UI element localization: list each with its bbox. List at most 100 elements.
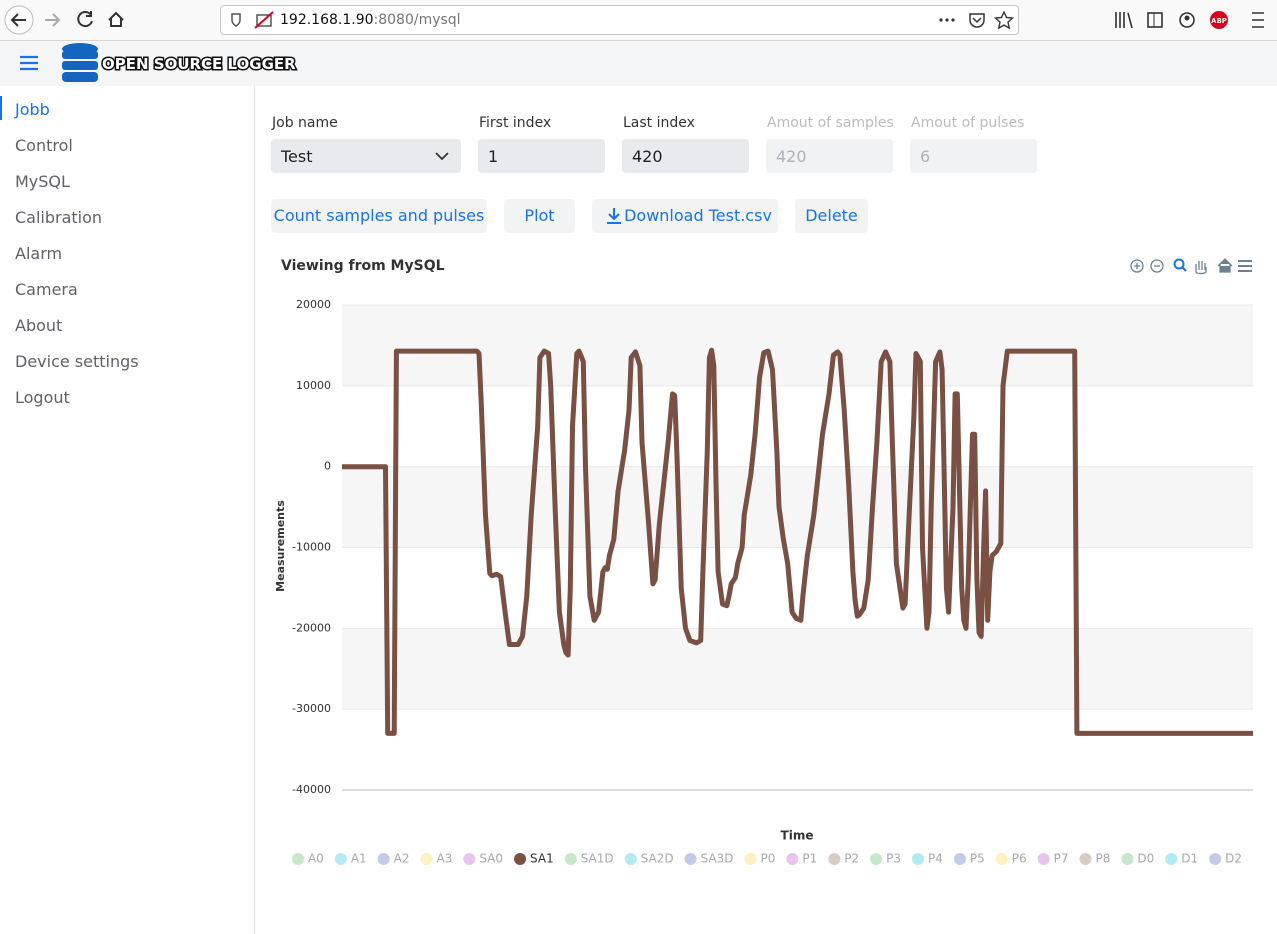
legend-item[interactable]: P3 (870, 852, 901, 866)
legend-item[interactable]: A3 (420, 852, 453, 866)
legend-item[interactable]: P8 (1079, 852, 1111, 866)
nav-item[interactable]: Logout (15, 388, 70, 407)
legend-item[interactable]: P5 (953, 852, 985, 866)
legend-item[interactable]: P0 (744, 852, 776, 866)
input-box: 420 (766, 139, 893, 173)
nav-item[interactable]: Control (15, 136, 73, 155)
forward-button[interactable] (45, 13, 61, 27)
legend-item[interactable]: P7 (1037, 852, 1069, 866)
series-line (342, 347, 1253, 736)
field-label: Last index (623, 115, 695, 131)
reset-zoom[interactable] (1217, 258, 1233, 273)
legend-label: A0 (308, 852, 324, 866)
nav-item[interactable]: Jobb (15, 100, 50, 119)
button[interactable]: Download Test.csv (592, 199, 778, 233)
legend-item[interactable]: D0 (1121, 852, 1154, 866)
legend: A0 A1 A2 A3 SA0 SA1 SA1D SA2D SA3D P0 P1 P2 P3 P4 P5 P6… (291, 852, 1242, 866)
legend-item[interactable]: A0 (291, 852, 324, 866)
legend-label: P2 (844, 852, 859, 866)
legend-item[interactable]: D2 (1209, 852, 1242, 866)
legend-label: A3 (437, 852, 453, 866)
legend-item[interactable]: SA0 (463, 852, 503, 866)
x-axis-label: Time (781, 829, 814, 843)
nav-item[interactable]: About (15, 316, 63, 335)
grid-band (342, 628, 1253, 710)
legend-item[interactable]: P2 (828, 852, 859, 866)
nav-item[interactable]: Calibration (15, 208, 103, 227)
legend-item[interactable]: D1 (1165, 852, 1198, 866)
grid-band (342, 305, 1253, 386)
legend-item[interactable]: SA1D (564, 852, 614, 866)
input-box: 6 (910, 139, 1037, 173)
zoom-out[interactable] (1150, 259, 1164, 273)
legend-item[interactable]: P4 (912, 852, 943, 866)
nav-item[interactable]: Device settings (15, 352, 139, 371)
legend-marker (744, 853, 757, 865)
button[interactable]: Delete (795, 199, 868, 233)
legend-label: D2 (1225, 852, 1242, 866)
y-axis-label: Measurements (274, 500, 287, 592)
button[interactable]: Plot (504, 199, 575, 233)
legend-marker (377, 853, 390, 865)
browser-extensions: ABP (1115, 11, 1264, 29)
download-icon (607, 208, 621, 224)
input-box[interactable]: 420 (622, 139, 749, 173)
field-label: Amout of pulses (911, 115, 1025, 131)
legend-marker (1079, 853, 1092, 865)
legend-label: P5 (970, 852, 985, 866)
legend-label: D0 (1137, 852, 1154, 866)
select-box[interactable]: Test (271, 139, 461, 173)
legend-marker (1165, 853, 1178, 865)
legend-marker (786, 853, 799, 865)
field-label: Amout of samples (767, 115, 894, 131)
legend-item[interactable]: A2 (377, 852, 410, 866)
legend-label: SA3D (701, 852, 734, 866)
legend-item[interactable]: SA2D (624, 852, 674, 866)
selection-zoom[interactable] (1173, 258, 1185, 270)
legend-marker (420, 853, 433, 865)
y-tick-label: 10000 (296, 379, 331, 392)
chart-menu[interactable] (1238, 260, 1252, 272)
legend-marker (953, 853, 966, 865)
url-bar[interactable]: 192.168.1.90:8080/mysql (220, 5, 1019, 35)
legend-label: SA1D (581, 852, 614, 866)
app-header: OPEN SOURCE LOGGER (0, 41, 1277, 86)
chart-toolbar (1130, 258, 1252, 275)
legend-item[interactable]: P6 (995, 852, 1027, 866)
legend-marker (870, 853, 883, 865)
legend-label: A2 (394, 852, 410, 866)
nav-item[interactable]: Alarm (15, 244, 63, 263)
home-button[interactable] (108, 11, 124, 27)
legend-item[interactable]: SA1 (514, 852, 554, 866)
legend-marker (1121, 853, 1134, 865)
url-path: :8080/mysql (373, 12, 461, 28)
y-tick-label: -30000 (292, 702, 331, 715)
field-label: Job name (272, 115, 338, 131)
pan[interactable] (1195, 261, 1207, 275)
zoom-in[interactable] (1130, 259, 1144, 273)
legend-marker (828, 853, 841, 865)
nav-item[interactable]: MySQL (15, 172, 70, 191)
input-box[interactable]: 1 (478, 139, 605, 173)
legend-label: SA0 (479, 852, 503, 866)
legend-label: SA2D (641, 852, 674, 866)
legend-marker (1209, 853, 1222, 865)
chart-title: Viewing from MySQL (281, 258, 445, 274)
legend-label: SA1 (530, 852, 554, 866)
legend-item[interactable]: P1 (786, 852, 817, 866)
browser-toolbar: 192.168.1.90:8080/mysql ABP (0, 0, 1277, 41)
legend-marker (624, 853, 637, 865)
legend-marker (1037, 853, 1050, 865)
reload-button[interactable] (77, 11, 93, 28)
legend-item[interactable]: A1 (334, 852, 367, 866)
legend-label: P0 (761, 852, 776, 866)
nav-active-bar (0, 96, 2, 120)
button[interactable]: Count samples and pulses (271, 199, 487, 233)
legend-marker (564, 853, 577, 865)
menu-button[interactable] (20, 55, 38, 71)
legend-item[interactable]: SA3D (684, 852, 734, 866)
legend-label: D1 (1181, 852, 1198, 866)
nav-item[interactable]: Camera (15, 280, 78, 299)
sidebar: Jobb Control MySQL Calibration Alarm Camera Ab… (0, 86, 255, 934)
